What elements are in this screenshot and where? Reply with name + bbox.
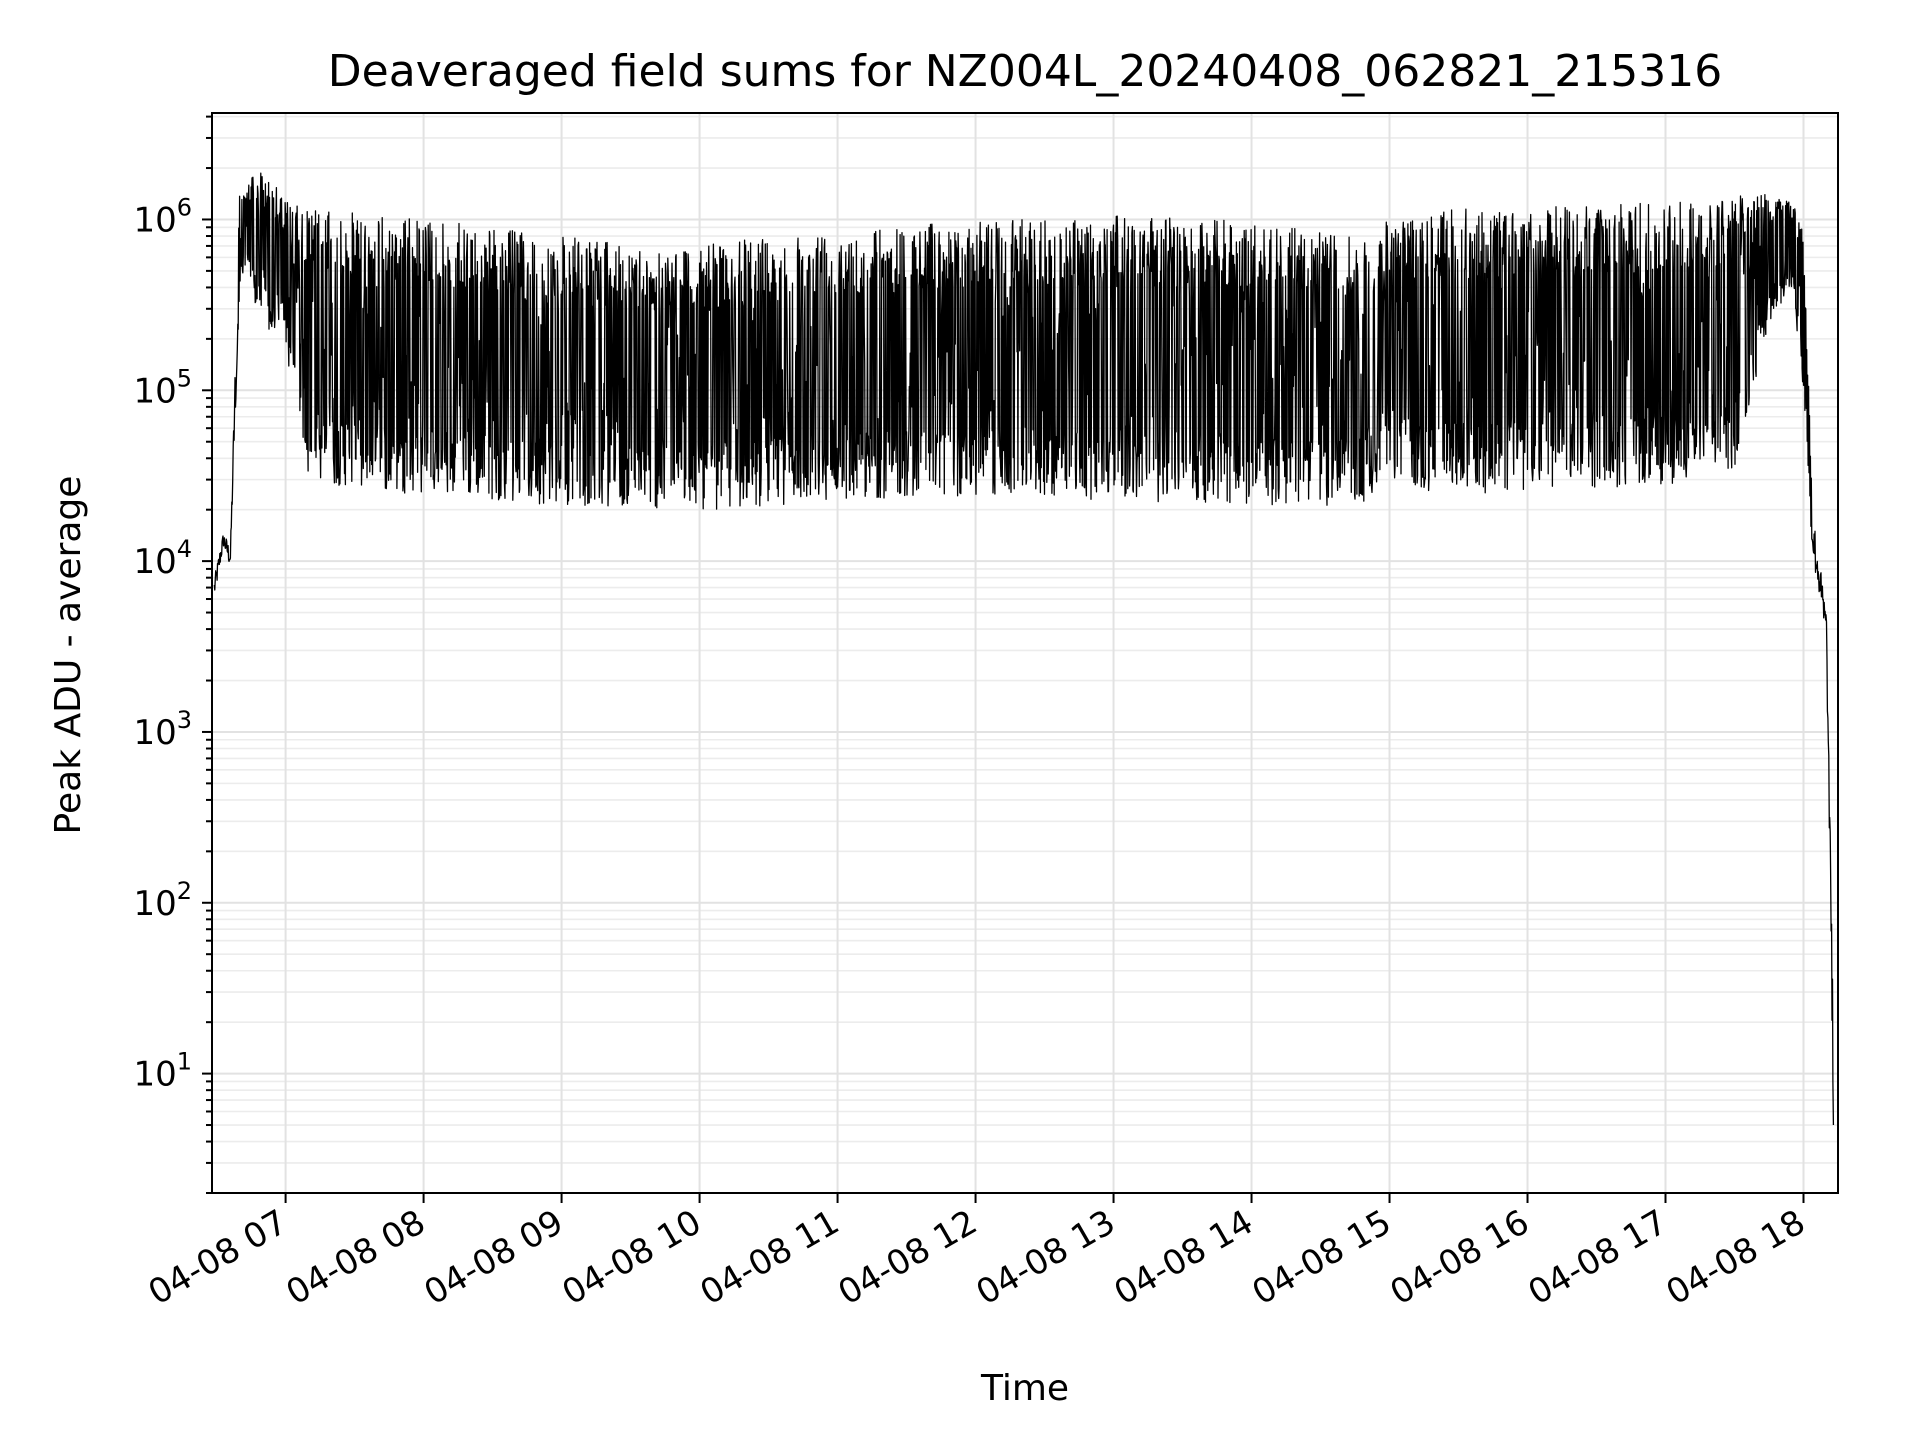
x-tick-label: 04-08 14 <box>1108 1202 1260 1313</box>
x-axis-label: Time <box>980 1368 1069 1409</box>
x-tick-label: 04-08 15 <box>1246 1202 1398 1313</box>
y-tick-label: 106 <box>133 193 192 240</box>
chart-title: Deaveraged field sums for NZ004L_2024040… <box>328 46 1722 97</box>
series-layer <box>213 172 1835 1126</box>
series-line <box>213 172 1835 1126</box>
x-tick-label: 04-08 10 <box>556 1202 708 1313</box>
x-tick-label: 04-08 17 <box>1522 1202 1674 1313</box>
y-tick-label: 101 <box>133 1048 192 1095</box>
x-tick-label: 04-08 13 <box>970 1202 1122 1313</box>
y-tick-label: 102 <box>133 877 192 924</box>
y-tick-label: 105 <box>133 364 192 411</box>
x-tick-label: 04-08 07 <box>142 1202 294 1313</box>
y-axis-label: Peak ADU - average <box>48 476 89 835</box>
x-tick-label: 04-08 11 <box>694 1202 846 1313</box>
y-tick-label: 104 <box>133 535 192 582</box>
x-tick-label: 04-08 09 <box>418 1202 570 1313</box>
y-tick-label: 103 <box>133 706 192 753</box>
x-tick-label: 04-08 18 <box>1660 1202 1812 1313</box>
x-tick-label: 04-08 12 <box>832 1202 984 1313</box>
x-tick-label: 04-08 16 <box>1384 1202 1536 1313</box>
x-tick-label: 04-08 08 <box>280 1202 432 1313</box>
plot-frame <box>211 112 1839 1194</box>
